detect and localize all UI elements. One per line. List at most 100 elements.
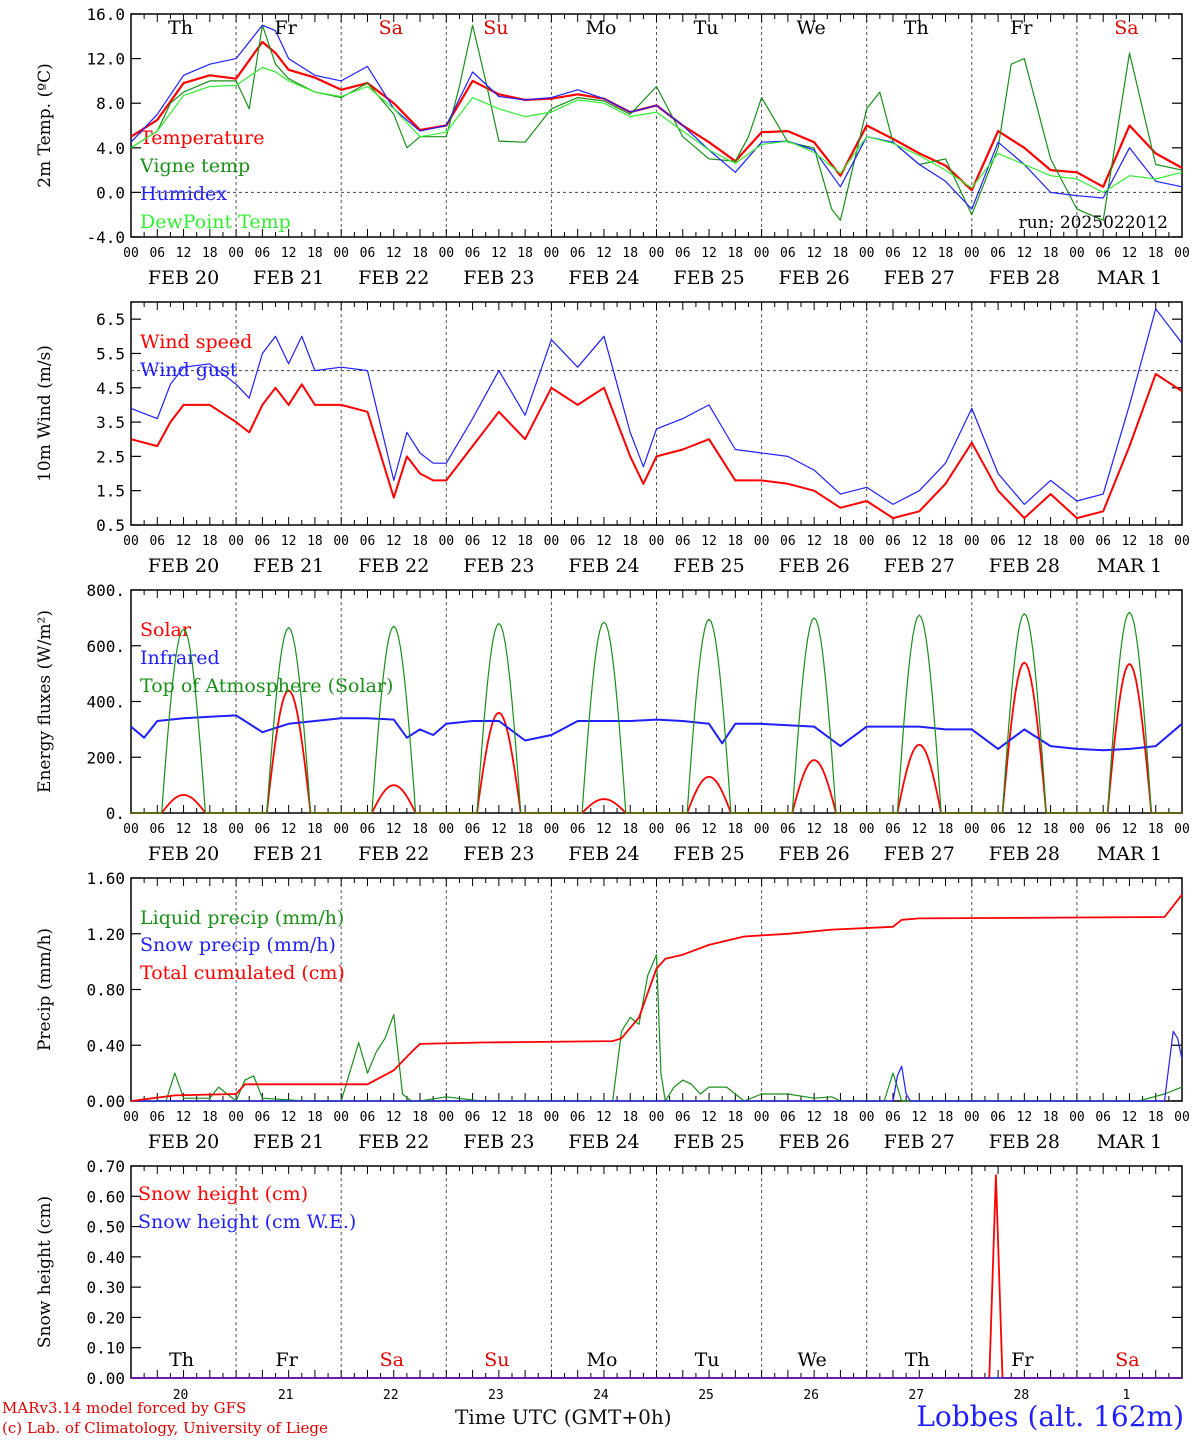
hour-tick-label: 00 (228, 534, 244, 549)
date-label: FEB 24 (568, 267, 639, 289)
series-line-wind-gust (130, 308, 1183, 505)
legend-entry: DewPoint Temp (140, 211, 291, 233)
hour-tick-label: 06 (149, 246, 165, 261)
date-label: FEB 20 (148, 267, 219, 289)
hour-tick-label: 18 (307, 1110, 323, 1125)
hour-tick-label: 18 (517, 1110, 533, 1125)
series-line-vigne-temp (130, 24, 1183, 221)
y-tick-label: 0. (106, 804, 125, 823)
series-line-wind-speed (130, 373, 1183, 520)
hour-tick-label: 18 (622, 822, 638, 837)
hour-tick-label: 06 (780, 1110, 796, 1125)
series-line-snow-precip-mm-h- (131, 1030, 1183, 1102)
hour-tick-label: 18 (1043, 246, 1059, 261)
weekday-label: Sa (1114, 17, 1138, 39)
hour-tick-label: 18 (727, 822, 743, 837)
weekday-label-bottom: We (798, 1349, 827, 1371)
hour-tick-label: 06 (885, 534, 901, 549)
hour-tick-label: 00 (123, 1110, 139, 1125)
y-tick-label: 0.5 (96, 516, 125, 535)
weekday-label: Sa (379, 17, 403, 39)
y-tick-label: 800. (86, 581, 125, 600)
hour-tick-label: 06 (465, 534, 481, 549)
hour-tick-label: 06 (780, 534, 796, 549)
hour-tick-label: 12 (491, 534, 507, 549)
hour-tick-label: 06 (885, 1110, 901, 1125)
y-tick-label: 0.50 (86, 1218, 125, 1237)
hour-tick-label: 18 (202, 534, 218, 549)
legend-entry: Infrared (140, 647, 220, 669)
hour-tick-label: 06 (570, 822, 586, 837)
date-label: FEB 24 (568, 555, 639, 577)
hour-tick-label: 00 (228, 1110, 244, 1125)
hour-tick-label: 12 (701, 246, 717, 261)
hour-tick-label: 06 (1095, 1110, 1111, 1125)
legend-entry: Total cumulated (cm) (140, 962, 345, 984)
date-label: MAR 1 (1097, 843, 1163, 865)
date-label: FEB 27 (884, 1131, 955, 1153)
date-label: FEB 26 (779, 267, 850, 289)
hour-tick-label: 06 (149, 822, 165, 837)
hour-tick-label: 18 (727, 246, 743, 261)
weekday-label: Th (168, 17, 193, 39)
date-label: FEB 26 (779, 843, 850, 865)
y-tick-label: 0.00 (86, 1092, 125, 1111)
hour-tick-label: 12 (596, 1110, 612, 1125)
hour-tick-label: 06 (990, 246, 1006, 261)
time-axis-label: Time UTC (GMT+0h) (455, 1405, 672, 1429)
legend-entry: Snow height (cm) (138, 1183, 308, 1205)
hour-tick-label: 12 (1017, 1110, 1033, 1125)
hour-tick-label: 06 (360, 822, 376, 837)
date-label: FEB 25 (673, 1131, 744, 1153)
hour-tick-label: 18 (202, 822, 218, 837)
hour-tick-label: 00 (859, 1110, 875, 1125)
y-tick-label: 5.5 (96, 344, 125, 363)
y-tick-label: 16.0 (86, 5, 125, 24)
hour-tick-label: 18 (412, 246, 428, 261)
hour-tick-label: 12 (491, 822, 507, 837)
date-label: FEB 25 (673, 843, 744, 865)
weekday-label: Th (904, 17, 929, 39)
hour-tick-label: 00 (1069, 246, 1085, 261)
hour-tick-label: 00 (964, 534, 980, 549)
hour-tick-label: 18 (727, 1110, 743, 1125)
day-number-label: 20 (173, 1388, 189, 1403)
legend-entry: Wind speed (140, 331, 252, 353)
day-number-label: 27 (908, 1388, 924, 1403)
weekday-label-bottom: Fr (1011, 1349, 1034, 1371)
date-label: FEB 27 (884, 555, 955, 577)
hour-tick-label: 12 (1122, 246, 1138, 261)
hour-tick-label: 00 (123, 246, 139, 261)
hour-tick-label: 00 (228, 246, 244, 261)
weekday-label-bottom: Sa (1115, 1349, 1139, 1371)
legend-entry: Top of Atmosphere (Solar) (140, 675, 393, 697)
hour-tick-label: 18 (622, 534, 638, 549)
weekday-label: Su (483, 17, 508, 39)
hour-tick-label: 06 (255, 246, 271, 261)
hour-tick-label: 06 (465, 1110, 481, 1125)
hour-tick-label: 00 (859, 534, 875, 549)
date-label: FEB 23 (463, 267, 534, 289)
hour-tick-label: 06 (1095, 246, 1111, 261)
date-label: FEB 22 (358, 267, 429, 289)
hour-tick-label: 00 (649, 534, 665, 549)
hour-tick-label: 00 (649, 246, 665, 261)
hour-tick-label: 18 (727, 534, 743, 549)
legend-entry: Humidex (140, 183, 227, 205)
hour-tick-label: 12 (596, 534, 612, 549)
date-label: FEB 20 (148, 843, 219, 865)
hour-tick-label: 12 (281, 1110, 297, 1125)
hour-tick-label: 06 (1095, 822, 1111, 837)
date-label: FEB 28 (989, 555, 1060, 577)
hour-tick-label: 06 (675, 534, 691, 549)
date-label: MAR 1 (1097, 1131, 1163, 1153)
hour-tick-label: 12 (1017, 246, 1033, 261)
date-label: FEB 24 (568, 1131, 639, 1153)
legend-entry: Vigne temp (139, 155, 250, 177)
hour-tick-label: 00 (123, 822, 139, 837)
hour-tick-label: 00 (333, 246, 349, 261)
y-tick-label: 0.00 (86, 1369, 125, 1388)
day-number-label: 24 (593, 1388, 609, 1403)
hour-tick-label: 06 (675, 246, 691, 261)
hour-tick-label: 00 (438, 1110, 454, 1125)
